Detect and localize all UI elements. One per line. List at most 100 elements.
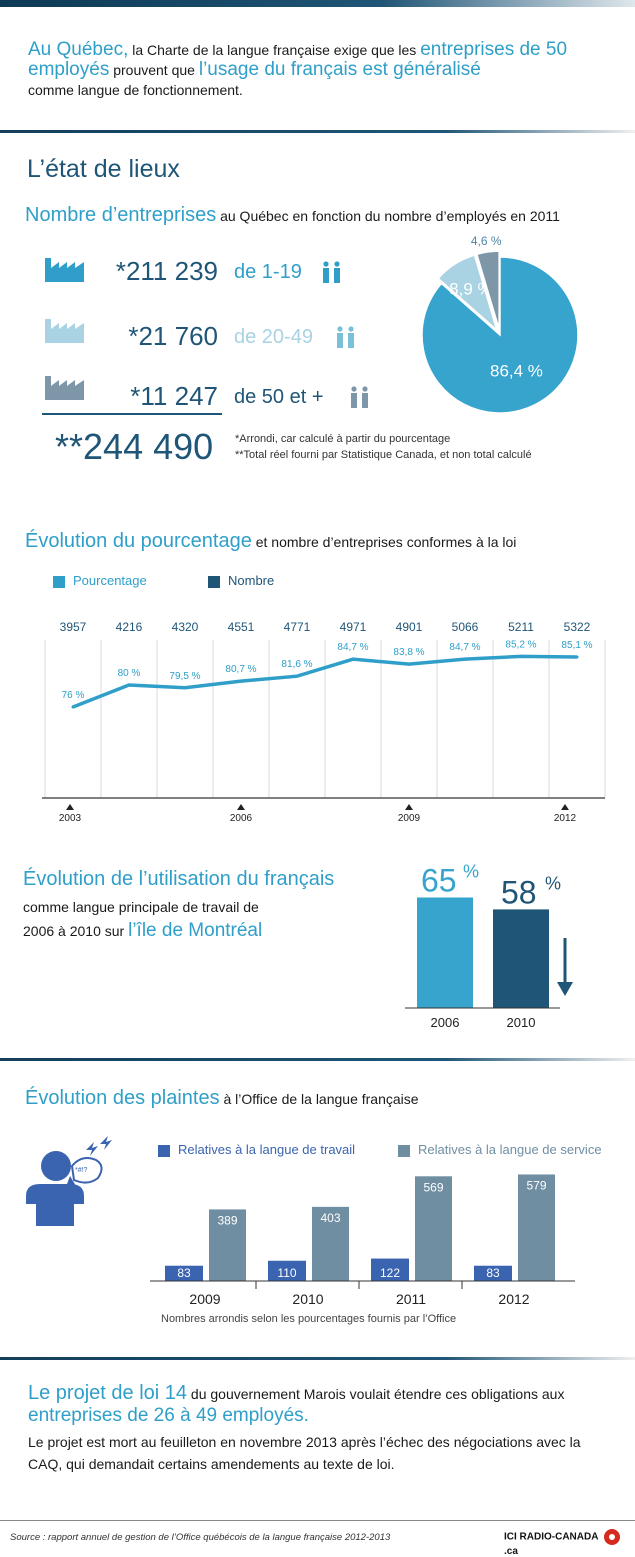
year-label: 2012 <box>498 1291 529 1307</box>
pourcentage-line <box>72 654 578 709</box>
montreal-value: 65 <box>421 863 457 899</box>
section4-title: Évolution des plaintes à l’Office de la … <box>25 1087 635 1110</box>
pourcentage-label: 84,7 % <box>449 642 480 653</box>
pourcentage-label: 85,2 % <box>505 639 536 650</box>
pie-chart: 86,4 % 8,9 % 4,6 % <box>421 235 579 414</box>
bar-travail <box>371 1258 409 1281</box>
bar-service <box>518 1174 555 1281</box>
angry-person-icon: *#!? <box>26 1136 112 1226</box>
pourcentage-point <box>71 705 75 709</box>
montreal-bar-chart: 65 % 2006 58 % 2010 <box>405 862 573 1030</box>
montreal-bar <box>417 897 473 1008</box>
number-label: 5211 <box>508 620 534 634</box>
year-tick <box>561 804 569 810</box>
footer-rule <box>0 1520 635 1521</box>
legend-swatch <box>208 575 220 588</box>
legend-nombre: Nombre <box>208 573 274 588</box>
pourcentage-label: 81,6 % <box>281 659 312 670</box>
pourcentage-point <box>407 662 411 666</box>
pourcentage-label: 80,7 % <box>225 664 256 675</box>
section1-title-rest: au Québec en fonction du nombre d’employ… <box>216 208 560 224</box>
footnote-1: *Arrondi, car calculé à partir du pource… <box>235 433 451 445</box>
bar-travail-label: 110 <box>277 1266 296 1280</box>
people-icon <box>351 386 368 408</box>
top-bar <box>0 0 635 7</box>
divider <box>0 1058 635 1061</box>
pourcentage-point <box>295 674 299 678</box>
section4-title-rest: à l’Office de la langue française <box>219 1091 419 1107</box>
intro-text-2: prouvent que <box>109 62 199 78</box>
year-label: 2010 <box>292 1291 323 1307</box>
intro-text-1: la Charte de la langue française exige q… <box>128 42 421 58</box>
people-icon <box>323 261 340 283</box>
number-label: 5322 <box>564 620 591 634</box>
row-value: *11 247 <box>130 381 218 411</box>
year-label: 2012 <box>554 813 577 824</box>
bar-travail <box>474 1265 512 1281</box>
pourcentage-point <box>463 657 467 661</box>
section3-text: Évolution de l’utilisation du français c… <box>23 868 403 942</box>
bar-service-label: 569 <box>423 1180 443 1194</box>
pourcentage-point <box>351 657 355 661</box>
year-label: 2011 <box>396 1291 426 1307</box>
lightning-icon <box>100 1136 112 1150</box>
section2-title: Évolution du pourcentage et nombre d’ent… <box>25 530 635 553</box>
row-value: *21 760 <box>128 321 218 351</box>
legend-swatch <box>53 575 65 588</box>
down-arrow-icon <box>557 982 573 996</box>
number-label: 4320 <box>172 620 199 634</box>
pourcentage-point <box>519 654 523 658</box>
divider <box>0 1357 635 1360</box>
line-chart: 3957 4216 4320 4551 4771 4971 4901 5066 5211 5322… <box>42 620 606 824</box>
total-rule <box>42 413 222 415</box>
year-label: 2009 <box>398 813 421 824</box>
section-heading: L’état de lieux <box>27 155 180 183</box>
pourcentage-label: 85,1 % <box>561 640 592 651</box>
total-value: **244 490 <box>55 426 214 467</box>
section4-title-big: Évolution des plaintes <box>25 1087 220 1109</box>
year-label: 2009 <box>189 1291 220 1307</box>
bubble-text: *#!? <box>75 1167 88 1174</box>
montreal-unit: % <box>545 873 561 893</box>
section3-highlight: l’île de Montréal <box>128 920 263 941</box>
pie-slice <box>437 254 499 333</box>
section5-text-1: du gouvernement Marois voulait étendre c… <box>187 1386 565 1402</box>
logo-suffix: .ca <box>504 1546 518 1557</box>
year-tick <box>66 804 74 810</box>
row-label: de 1-19 <box>234 261 302 283</box>
number-label: 4901 <box>396 620 423 634</box>
section2-title-rest: et nombre d’entreprises conformes à la l… <box>251 534 517 550</box>
intro-text: Au Québec, la Charte de la langue frança… <box>28 40 618 100</box>
pourcentage-point <box>575 655 579 659</box>
section1-title: Nombre d’entreprises au Québec en foncti… <box>25 204 635 227</box>
footnote-2: **Total réel fourni par Statistique Cana… <box>235 449 532 461</box>
cbc-gem-icon <box>603 1529 620 1545</box>
bar-service-label: 579 <box>526 1178 546 1192</box>
intro-highlight-quebec: Au Québec, <box>28 39 129 60</box>
row-label: de 50 et + <box>234 386 324 408</box>
pie-label: 86,4 % <box>490 361 543 380</box>
legend-pourcentage: Pourcentage <box>53 573 147 588</box>
year-tick <box>237 804 245 810</box>
pourcentage-label: 80 % <box>118 668 141 679</box>
legend-label: Relatives à la langue de service <box>418 1142 602 1157</box>
section3-line3: 2006 à 2010 sur <box>23 923 129 939</box>
section5-text-2: Le projet est mort au feuilleton en nove… <box>28 1434 581 1472</box>
legend-label: Pourcentage <box>73 573 147 588</box>
footnote: *Arrondi, car calculé à partir du pource… <box>235 431 532 463</box>
pie-slice <box>475 250 500 330</box>
number-label: 4971 <box>340 620 367 634</box>
row-label: de 20-49 <box>234 326 313 348</box>
factory-icon <box>45 258 84 282</box>
section5-highlight-2: entreprises de 26 à 49 employés. <box>28 1405 309 1426</box>
pourcentage-label: 84,7 % <box>337 642 368 653</box>
legend-travail: Relatives à la langue de travail <box>158 1142 355 1157</box>
pourcentage-point <box>183 686 187 690</box>
divider <box>0 130 635 133</box>
section5-text: Le projet de loi 14 du gouvernement Maro… <box>28 1382 618 1475</box>
montreal-bar <box>493 909 549 1008</box>
number-label: 4216 <box>116 620 143 634</box>
number-label: 3957 <box>60 620 87 634</box>
pie-label: 4,6 % <box>471 235 502 248</box>
section3-line2: comme langue principale de travail de <box>23 899 259 915</box>
